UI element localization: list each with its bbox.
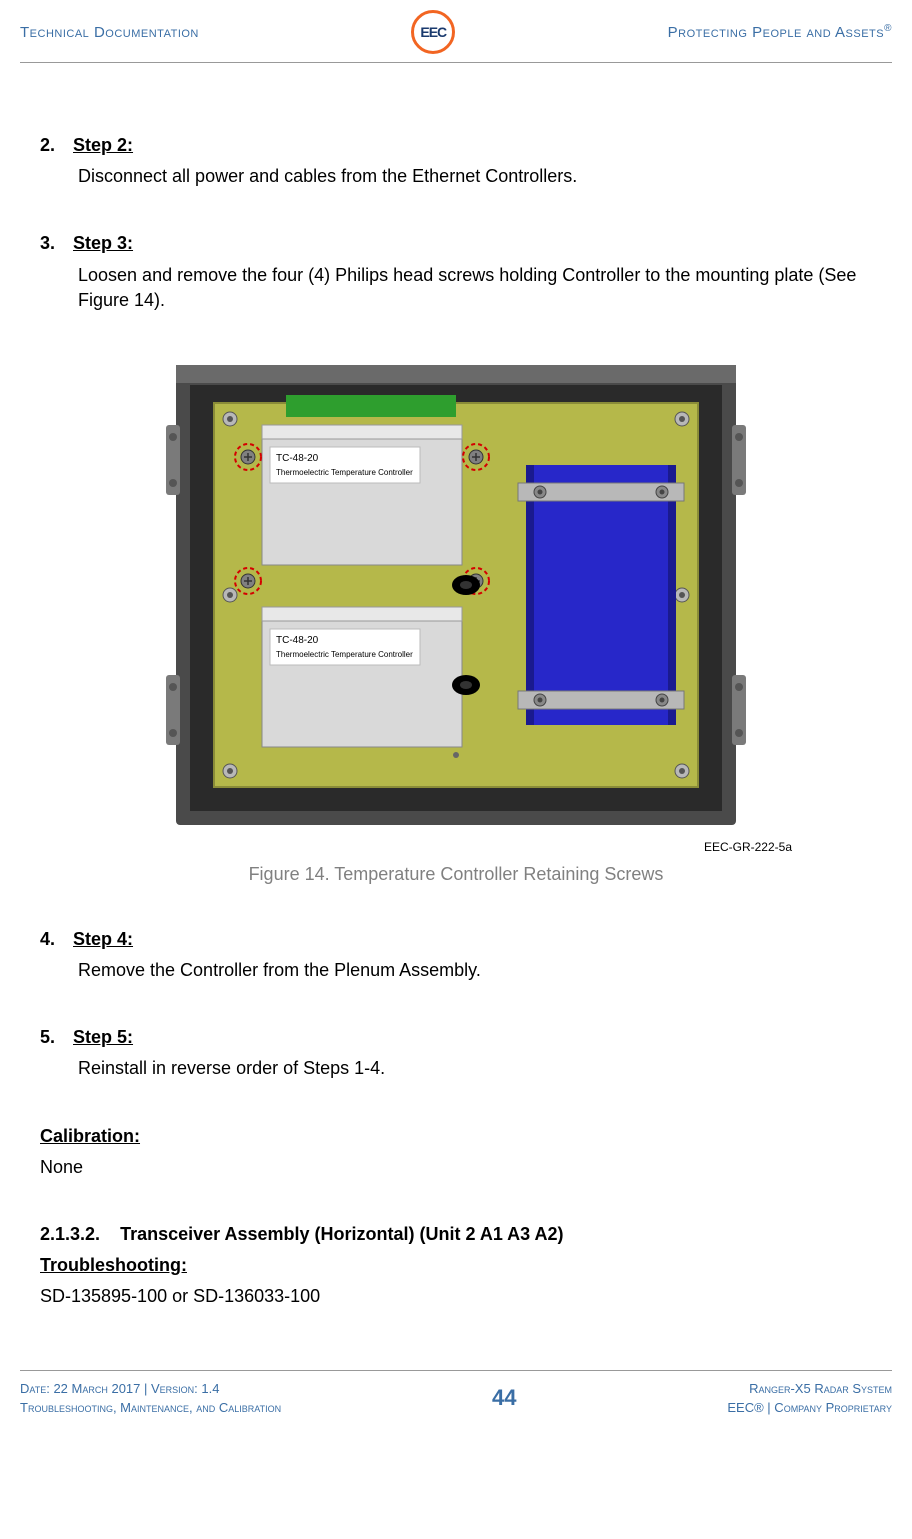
step-title: Step 5:	[73, 1027, 133, 1047]
logo-text: EEC	[420, 24, 446, 40]
step-number: 3.	[40, 231, 68, 256]
troubleshooting-body: SD-135895-100 or SD-136033-100	[40, 1284, 872, 1309]
step-title: Step 2:	[73, 135, 133, 155]
footer-date-version: Date: 22 March 2017 | Version: 1.4	[20, 1379, 281, 1399]
figure-14-diagram: TC-48-20 Thermoelectric Temperature Contr…	[166, 355, 746, 835]
step-title: Step 4:	[73, 929, 133, 949]
document-body: 2. Step 2: Disconnect all power and cabl…	[20, 63, 892, 1310]
eec-logo-icon: EEC	[411, 10, 455, 54]
subsection-title: Transceiver Assembly (Horizontal) (Unit …	[120, 1224, 563, 1244]
troubleshooting-heading: Troubleshooting:	[40, 1253, 872, 1278]
footer-doc-title: Troubleshooting, Maintenance, and Calibr…	[20, 1398, 281, 1418]
footer-system-name: Ranger-X5 Radar System	[727, 1379, 892, 1399]
step-3: 3. Step 3: Loosen and remove the four (4…	[40, 231, 872, 313]
svg-text:TC-48-20: TC-48-20	[276, 635, 319, 646]
page-header: Technical Documentation EEC Protecting P…	[20, 0, 892, 63]
svg-text:Thermoelectric Temperature Con: Thermoelectric Temperature Controller	[276, 650, 413, 659]
step-5: 5. Step 5: Reinstall in reverse order of…	[40, 1025, 872, 1081]
registered-mark: ®	[884, 23, 892, 34]
step-number: 2.	[40, 133, 68, 158]
subsection-heading: 2.1.3.2. Transceiver Assembly (Horizonta…	[40, 1222, 872, 1247]
step-body: Disconnect all power and cables from the…	[78, 164, 872, 189]
step-title: Step 3:	[73, 233, 133, 253]
header-left-text: Technical Documentation	[20, 24, 199, 41]
footer-right: Ranger-X5 Radar System EEC® | Company Pr…	[727, 1379, 892, 1418]
svg-text:Thermoelectric Temperature Con: Thermoelectric Temperature Controller	[276, 468, 413, 477]
page-number: 44	[492, 1385, 516, 1411]
step-4: 4. Step 4: Remove the Controller from th…	[40, 927, 872, 983]
calibration-body: None	[40, 1155, 872, 1180]
step-body: Remove the Controller from the Plenum As…	[78, 958, 872, 983]
footer-proprietary: EEC® | Company Proprietary	[727, 1398, 892, 1418]
step-2: 2. Step 2: Disconnect all power and cabl…	[40, 133, 872, 189]
figure-id-label: EEC-GR-222-5a	[40, 839, 872, 856]
header-right-text: Protecting People and Assets®	[668, 23, 892, 41]
svg-text:TC-48-20: TC-48-20	[276, 453, 319, 464]
header-right-label: Protecting People and Assets	[668, 24, 884, 41]
step-number: 5.	[40, 1025, 68, 1050]
step-body: Loosen and remove the four (4) Philips h…	[78, 263, 872, 313]
page-footer: Date: 22 March 2017 | Version: 1.4 Troub…	[20, 1370, 892, 1438]
footer-left: Date: 22 March 2017 | Version: 1.4 Troub…	[20, 1379, 281, 1418]
figure-caption: Figure 14. Temperature Controller Retain…	[40, 862, 872, 887]
step-number: 4.	[40, 927, 68, 952]
step-body: Reinstall in reverse order of Steps 1-4.	[78, 1056, 872, 1081]
calibration-heading: Calibration:	[40, 1124, 872, 1149]
figure-14: TC-48-20 Thermoelectric Temperature Contr…	[40, 355, 872, 887]
subsection-number: 2.1.3.2.	[40, 1224, 100, 1244]
